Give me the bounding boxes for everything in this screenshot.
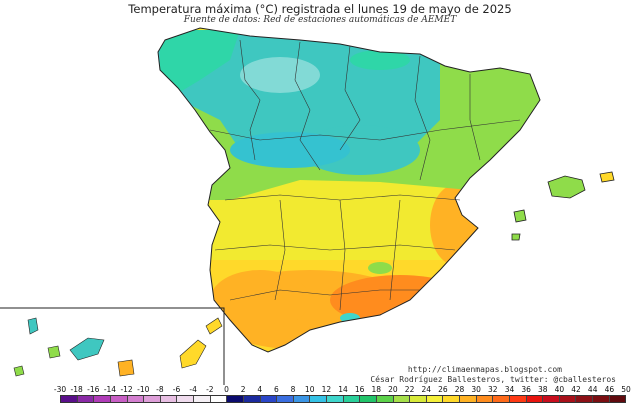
legend-tick-label: 28 [454,385,465,394]
legend-swatch [376,396,394,402]
credit-author: César Rodríguez Ballesteros, twitter: @c… [370,375,616,384]
legend-swatch [343,396,361,402]
legend-tick-label: 2 [240,385,246,394]
legend-swatch [410,396,427,402]
legend-tick-label: -4 [189,385,197,394]
legend-tick-label: 20 [388,385,398,394]
legend-tick-label: 16 [354,385,365,394]
legend-swatch [509,396,527,402]
legend-swatch [393,396,411,402]
legend-tick-label: 14 [338,385,348,394]
legend-tick-label: -30 [53,385,67,394]
legend-tick-label: 40 [554,385,565,394]
legend-tick-label: 8 [290,385,296,394]
legend-tick-label: 34 [504,385,515,394]
legend-swatch [476,396,494,402]
legend-tick-label: 38 [537,385,548,394]
legend-swatch [493,396,510,402]
legend-swatch [526,396,544,402]
legend-tick-label: 10 [304,385,315,394]
legend-tick-label: 36 [521,385,531,394]
legend-swatch [144,396,161,402]
legend-tick-label: -6 [172,385,181,394]
legend-labels: -30 -18 -16 -14 -12 -10 -8 -6 -4 -2 0 2 4 6 8 10 12 14 16 1… [54,385,631,395]
legend-tick-label: -18 [70,385,83,394]
legend-tick-label: 44 [587,385,598,394]
canary-islands-inset [0,307,225,385]
legend-swatch [293,396,311,402]
map-title: Temperatura máxima (°C) registrada el lu… [128,2,512,16]
legend-swatch [194,396,211,402]
legend-tick-label: 6 [274,385,279,394]
legend-tick-label: -12 [120,385,133,394]
legend-tick-label: 22 [404,385,415,394]
legend-swatch [160,396,178,402]
legend-swatch [426,396,444,402]
legend-swatch [443,396,460,402]
legend-swatch [277,396,294,402]
legend-tick-label: 12 [321,385,332,394]
legend-swatch [94,396,111,402]
legend-tick-label: 32 [488,385,498,394]
legend-tick-label: -8 [156,385,164,394]
legend-swatch [210,396,228,402]
legend-swatch [227,396,244,402]
legend-swatch [543,396,560,402]
map-subtitle: Fuente de datos: Red de estaciones autom… [183,15,457,25]
balearic-islands [511,171,615,241]
legend-tick-label: -10 [137,385,150,394]
legend-swatch [127,396,145,402]
legend-tick-label: 42 [571,385,581,394]
legend-swatch [177,396,194,402]
legend-tick-label: 18 [371,385,382,394]
legend-tick-label: 30 [471,385,481,394]
legend-swatch [327,396,344,402]
legend-tick-label: -16 [87,385,100,394]
credit-url: http://climaenmapas.blogspot.com [407,365,562,374]
legend-swatch [559,396,577,402]
province-borders [209,39,521,311]
legend-tick-label: 24 [421,385,432,394]
legend-tick-label: 46 [604,385,615,394]
temperature-legend: -30 -18 -16 -14 -12 -10 -8 -6 -4 -2 0 2 4 6 8 10 12 14 16 1… [54,385,631,405]
legend-swatch [576,396,593,402]
legend-tick-label: -2 [206,385,214,394]
legend-swatch [260,396,278,402]
legend-tick-label: -14 [103,385,117,394]
legend-swatch [609,396,626,402]
legend-color-bar [60,395,626,403]
legend-tick-label: 26 [438,385,448,394]
legend-swatch [310,396,327,402]
legend-swatch [243,396,261,402]
legend-swatch [593,396,610,402]
legend-tick-label: 50 [621,385,631,394]
legend-swatch [110,396,128,402]
legend-swatch [460,396,477,402]
legend-swatch [61,396,78,402]
legend-swatch [77,396,95,402]
legend-swatch [360,396,377,402]
legend-tick-label: 4 [257,385,263,394]
legend-tick-label: 0 [224,385,229,394]
